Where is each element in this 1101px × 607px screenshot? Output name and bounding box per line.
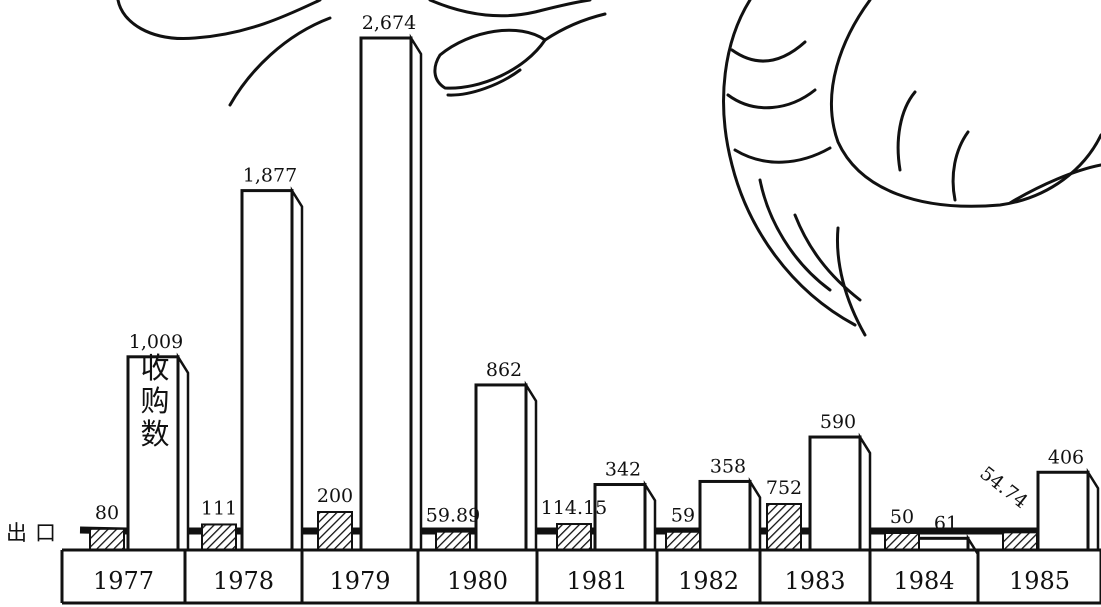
- export-bar: [556, 523, 592, 551]
- export-data-label: 200: [317, 485, 353, 507]
- purchase-bar: [916, 536, 970, 552]
- export-data-label: 54.74: [975, 462, 1031, 513]
- export-bar: [766, 503, 802, 551]
- export-bar: [201, 523, 237, 552]
- purchase-bar: [474, 383, 528, 552]
- export-data-label: 50: [890, 506, 914, 528]
- year-label: 1981: [566, 567, 627, 595]
- export-bar: [884, 532, 920, 551]
- purchase-bar: [1036, 470, 1090, 552]
- purchase-data-label: 358: [710, 455, 746, 477]
- purchase-bar: [593, 483, 647, 552]
- export-bar: [89, 527, 125, 551]
- export-bar: [317, 511, 353, 551]
- purchase-data-label: 1,877: [243, 165, 297, 187]
- export-data-label: 59: [671, 505, 695, 527]
- year-label: 1980: [447, 567, 508, 595]
- purchase-bar: [808, 435, 862, 552]
- year-label: 1978: [213, 567, 274, 595]
- purchase-data-label: 342: [605, 459, 641, 481]
- export-bar: [665, 530, 701, 551]
- export-bar: [1002, 531, 1038, 552]
- purchase-series-label: 收购数: [136, 352, 170, 451]
- plot-area: 1,009 80 1,877 111 2,674 200 862 59.89 342 114.15…: [79, 12, 1100, 559]
- year-label: 1982: [678, 567, 739, 595]
- purchase-data-label: 1,009: [129, 331, 183, 353]
- purchase-data-label: 862: [486, 359, 522, 381]
- year-label: 1985: [1009, 567, 1070, 595]
- purchase-bar: [698, 479, 752, 552]
- export-data-label: 114.15: [541, 497, 607, 519]
- year-table: 1977 1978 1979 1980 1981 1982 1983 1984 1985: [60, 548, 1101, 605]
- year-label: 1984: [893, 567, 954, 595]
- export-data-label: 111: [201, 497, 237, 519]
- purchase-data-label: 590: [820, 411, 856, 433]
- purchase-data-label: 61: [934, 512, 958, 534]
- year-label: 1983: [784, 567, 845, 595]
- export-bar: [435, 530, 471, 552]
- export-data-label: 752: [766, 477, 802, 499]
- purchase-bar: [359, 36, 413, 552]
- export-data-label: 80: [95, 502, 119, 524]
- purchase-data-label: 406: [1048, 446, 1084, 468]
- export-legend-label: 出口: [6, 521, 64, 545]
- year-label: 1977: [93, 567, 154, 595]
- purchase-data-label: 2,674: [362, 12, 416, 34]
- purchase-bar: [240, 189, 294, 552]
- year-label: 1979: [329, 567, 390, 595]
- shrimp-illustration-icon: [116, 0, 1101, 337]
- export-data-label: 59.89: [426, 505, 480, 527]
